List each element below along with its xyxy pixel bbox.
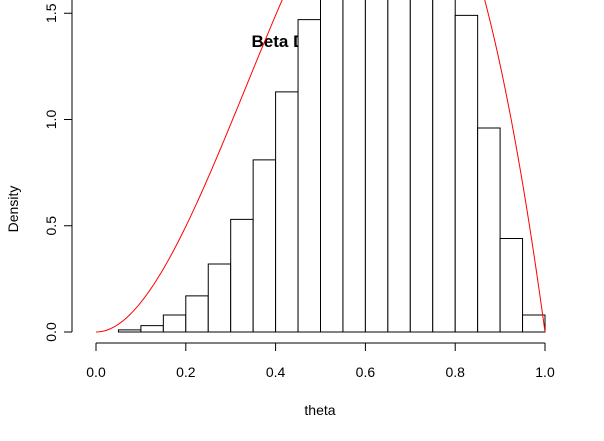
x-tick-label: 1.0 bbox=[535, 364, 555, 380]
y-tick-label: 0.5 bbox=[43, 216, 59, 236]
histogram-bar bbox=[522, 314, 546, 333]
histogram-bar bbox=[387, 0, 411, 333]
y-tick-label: 1.0 bbox=[43, 110, 59, 130]
x-tick-label: 0.4 bbox=[266, 364, 286, 380]
histogram-bar bbox=[230, 218, 254, 333]
y-tick-label: 0.0 bbox=[43, 322, 59, 342]
y-tick-label: 1.5 bbox=[43, 3, 59, 23]
histogram-bar bbox=[140, 325, 164, 333]
histogram-bar bbox=[409, 0, 434, 333]
histogram-bar bbox=[297, 19, 321, 333]
y-axis-label: Density bbox=[5, 186, 21, 233]
histogram-bar bbox=[364, 0, 389, 333]
x-tick-label: 0.0 bbox=[86, 364, 106, 380]
x-tick-label: 0.6 bbox=[356, 364, 376, 380]
histogram-bar bbox=[117, 329, 142, 333]
histogram-bar bbox=[499, 238, 524, 333]
histogram-bar bbox=[320, 0, 344, 333]
histogram-bar bbox=[207, 263, 232, 333]
density-curve bbox=[95, 0, 546, 333]
x-axis: 0.0 0.2 0.4 0.6 0.8 1.0 bbox=[86, 342, 555, 380]
x-tick-label: 0.2 bbox=[176, 364, 196, 380]
histogram-bar bbox=[162, 314, 187, 333]
histogram-bar bbox=[342, 0, 366, 333]
histogram-bar bbox=[432, 0, 456, 333]
histogram-bar bbox=[477, 127, 501, 333]
histogram-bar bbox=[275, 91, 299, 333]
x-tick-label: 0.8 bbox=[445, 364, 465, 380]
histogram-bar bbox=[454, 14, 479, 333]
histogram-bars bbox=[117, 0, 546, 333]
x-axis-label: theta bbox=[304, 402, 335, 418]
histogram-bar bbox=[252, 159, 277, 333]
histogram-bar bbox=[185, 295, 209, 333]
y-axis: 0.00.51.01.52.0 bbox=[43, 0, 73, 342]
